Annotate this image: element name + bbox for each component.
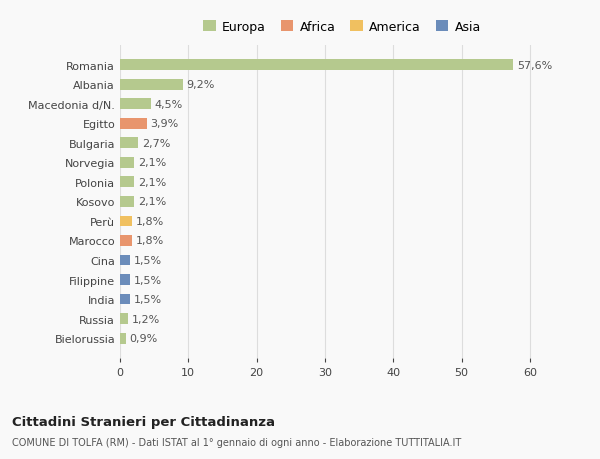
Bar (120, 138, 139, 149)
Bar (120, 235, 132, 246)
Legend: Europa, Africa, America, Asia: Europa, Africa, America, Asia (200, 18, 484, 37)
Bar (120, 216, 132, 227)
Bar (120, 157, 134, 168)
Bar (120, 294, 130, 305)
Bar (120, 333, 126, 344)
Text: COMUNE DI TOLFA (RM) - Dati ISTAT al 1° gennaio di ogni anno - Elaborazione TUTT: COMUNE DI TOLFA (RM) - Dati ISTAT al 1° … (12, 437, 461, 447)
Bar (120, 118, 146, 129)
Text: 1,8%: 1,8% (136, 236, 164, 246)
Bar (120, 79, 183, 90)
Bar (120, 60, 514, 71)
Text: Cittadini Stranieri per Cittadinanza: Cittadini Stranieri per Cittadinanza (12, 415, 275, 428)
Bar (120, 313, 128, 325)
Text: 9,2%: 9,2% (186, 80, 215, 90)
Bar (120, 274, 130, 285)
Bar (120, 196, 134, 207)
Bar (120, 99, 151, 110)
Text: 1,5%: 1,5% (134, 275, 162, 285)
Text: 1,5%: 1,5% (134, 295, 162, 304)
Text: 1,2%: 1,2% (131, 314, 160, 324)
Text: 57,6%: 57,6% (517, 61, 552, 70)
Text: 3,9%: 3,9% (150, 119, 178, 129)
Text: 1,8%: 1,8% (136, 217, 164, 226)
Text: 2,1%: 2,1% (138, 158, 166, 168)
Text: 2,1%: 2,1% (138, 178, 166, 187)
Text: 4,5%: 4,5% (154, 100, 182, 109)
Text: 0,9%: 0,9% (130, 334, 158, 343)
Text: 2,7%: 2,7% (142, 139, 170, 148)
Text: 2,1%: 2,1% (138, 197, 166, 207)
Bar (120, 255, 130, 266)
Bar (120, 177, 134, 188)
Text: 1,5%: 1,5% (134, 256, 162, 265)
